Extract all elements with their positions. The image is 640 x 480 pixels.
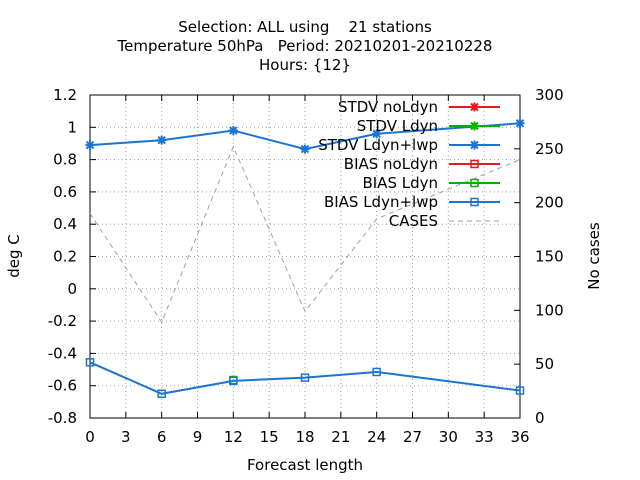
legend-label: BIAS Ldyn: [362, 174, 438, 192]
y-tick-label: 0.8: [53, 151, 77, 169]
legend-marker: [470, 159, 479, 169]
y-axis-label: deg C: [5, 234, 23, 278]
y-tick-label: 0: [67, 280, 77, 298]
x-tick-label: 0: [85, 428, 95, 446]
legend-marker: [470, 140, 479, 150]
y-axis: -0.8 -0.6 -0.4 -0.2 0 0.2 0.4 0.6 0.8 1 1.2: [48, 86, 96, 427]
legend-entry: STDV Ldyn: [357, 117, 500, 135]
legend-marker: [470, 197, 479, 207]
y-tick-label: -0.4: [48, 344, 77, 362]
y-tick-label: -0.2: [48, 312, 77, 330]
x-axis-label: Forecast length: [247, 456, 363, 474]
data-point: [85, 358, 95, 367]
x-tick-label: 33: [475, 428, 494, 446]
legend-entry: CASES: [389, 212, 500, 230]
legend-label: BIAS Ldyn+lwp: [324, 193, 438, 211]
y-tick-label: 1.2: [53, 86, 77, 104]
x-tick-label: 21: [331, 428, 350, 446]
legend-entry: BIAS noLdyn: [344, 155, 500, 173]
data-point: [157, 135, 167, 145]
x-tick-label: 24: [367, 428, 386, 446]
legend-marker: [470, 178, 479, 188]
legend-label: BIAS noLdyn: [344, 155, 438, 173]
legend-entry: BIAS Ldyn+lwp: [324, 193, 500, 211]
y2-tick-label: 0: [535, 409, 545, 427]
title-line: Temperature 50hPa Period: 20210201-20210…: [117, 37, 493, 55]
legend-label: STDV noLdyn: [338, 98, 438, 116]
data-point: [372, 367, 381, 377]
data-point: [515, 118, 525, 128]
x-tick-label: 9: [193, 428, 203, 446]
y2-tick-label: 100: [535, 301, 564, 319]
y-tick-label: -0.6: [48, 377, 77, 395]
data-point: [229, 376, 238, 386]
y-tick-label: 0.2: [53, 248, 77, 266]
legend-marker: [470, 121, 479, 131]
series: [85, 118, 525, 399]
x-tick-label: 18: [295, 428, 314, 446]
series-stdv-ldyn-lwp: [85, 118, 525, 154]
series-line: [89, 361, 521, 395]
y2-axis: 0 50 100 150 200 250 300: [514, 86, 564, 427]
legend-entry: STDV noLdyn: [338, 98, 500, 116]
legend-label: STDV Ldyn: [357, 117, 438, 135]
x-tick-label: 30: [439, 428, 458, 446]
title-line: Hours: {12}: [259, 56, 351, 74]
data-point: [372, 129, 382, 139]
legend-marker: [470, 102, 479, 112]
y2-tick-label: 150: [535, 248, 564, 266]
grid: [90, 95, 520, 418]
chart-title: Selection: ALL using 21 stationsTemperat…: [117, 18, 493, 74]
x-tick-label: 15: [260, 428, 279, 446]
x-tick-label: 27: [403, 428, 422, 446]
title-line: Selection: ALL using 21 stations: [178, 18, 432, 36]
legend-entry: BIAS Ldyn: [362, 174, 500, 192]
y-tick-label: 1: [67, 118, 77, 136]
legend-label: CASES: [389, 212, 438, 230]
series-line: [89, 145, 521, 324]
data-point: [228, 126, 238, 136]
y2-tick-label: 50: [535, 355, 554, 373]
y2-axis-label: No cases: [585, 222, 603, 290]
y2-tick-label: 250: [535, 140, 564, 158]
x-tick-label: 12: [224, 428, 243, 446]
legend-entry: STDV Ldyn+lwp: [318, 136, 500, 154]
series-bias-ldyn-lwp: [85, 358, 525, 399]
data-point: [157, 389, 166, 399]
series-line: [89, 122, 521, 151]
series-cases: [89, 145, 521, 324]
x-tick-label: 3: [121, 428, 131, 446]
y-tick-label: -0.8: [48, 409, 77, 427]
data-point: [300, 373, 310, 382]
x-axis: 0 3 6 9 12 15 18 21 24 27 30 33 36: [85, 95, 530, 446]
y2-tick-label: 300: [535, 86, 564, 104]
x-tick-label: 6: [157, 428, 167, 446]
y-tick-label: 0.6: [53, 183, 77, 201]
data-point: [85, 140, 95, 150]
legend-label: STDV Ldyn+lwp: [318, 136, 438, 154]
data-point: [515, 386, 525, 395]
data-point: [300, 144, 310, 154]
x-tick-label: 36: [510, 428, 529, 446]
y-tick-label: 0.4: [53, 215, 77, 233]
y2-tick-label: 200: [535, 194, 564, 212]
